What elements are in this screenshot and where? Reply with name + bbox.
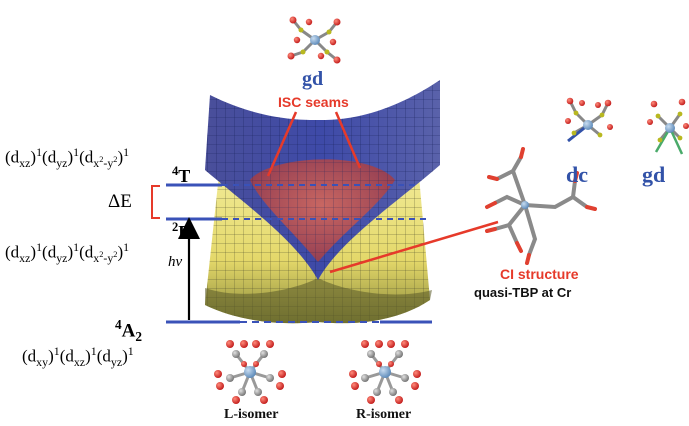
label-hv: hν (168, 254, 183, 270)
label-quasi-tbp: quasi-TBP at Cr (474, 285, 572, 300)
molecule-l-isomer (214, 340, 286, 404)
label-l-isomer: L-isomer (224, 407, 279, 422)
label-gd-top: gd (302, 68, 324, 90)
isc-pointer-right (334, 111, 362, 169)
delta-e-bracket (151, 185, 160, 219)
molecule-ci-structure (485, 147, 597, 265)
config-quartet-t: (dxz)1(dyz)1(dx2-y2)1 (5, 145, 130, 171)
state-2e: 2E (172, 220, 191, 242)
label-isc-seams: ISC seams (278, 94, 349, 110)
label-gd-right: gd (642, 162, 666, 187)
label-delta-e: ΔE (108, 191, 132, 212)
state-4t: 4T (172, 164, 191, 186)
molecule-gd-right (647, 98, 689, 155)
label-r-isomer: R-isomer (356, 407, 412, 422)
molecule-gd-top (287, 16, 341, 64)
state-4a2: 4A2 (115, 317, 143, 345)
label-dc: dc (566, 162, 588, 187)
config-quartet-a2: (dxy)1(dxz)1(dyz)1 (22, 344, 134, 370)
isc-pointer-left (266, 111, 298, 177)
label-ci-structure: CI structure (500, 266, 579, 282)
molecule-dc (565, 97, 613, 143)
ci-pointer (329, 220, 499, 274)
config-doublet-e: (dxz)1(dyz)1(dx2-y2)1 (5, 240, 130, 266)
molecule-r-isomer (349, 340, 421, 404)
